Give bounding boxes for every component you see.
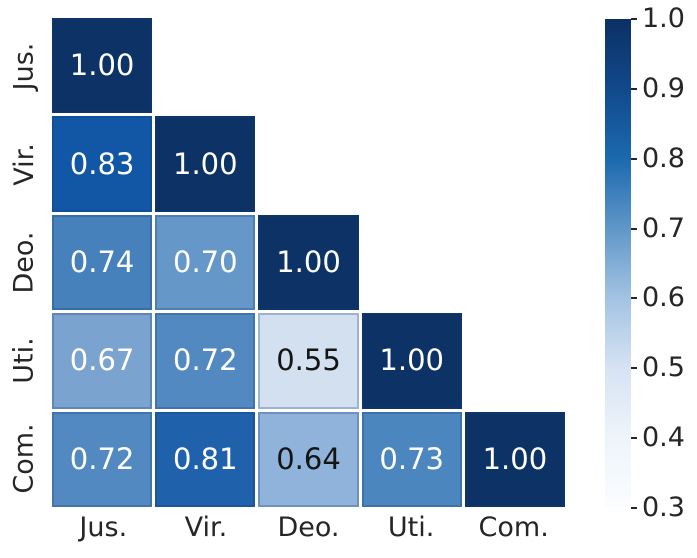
y-tick-label: Deo. bbox=[0, 214, 48, 312]
colorbar-tick-mark bbox=[631, 437, 637, 440]
colorbar-tick-mark bbox=[631, 18, 637, 20]
heatmap-cell: 0.83 bbox=[52, 116, 153, 212]
colorbar-tick-mark bbox=[631, 297, 637, 300]
colorbar-tick-label: 0.8 bbox=[642, 142, 685, 174]
heatmap-cell: 0.55 bbox=[258, 313, 359, 409]
colorbar-tick-label: 0.4 bbox=[642, 422, 685, 454]
y-tick-label: Com. bbox=[0, 409, 48, 507]
x-tick-label: Vir. bbox=[184, 512, 228, 543]
colorbar-tick-label: 1.0 bbox=[642, 2, 685, 34]
colorbar-tick-label: 0.9 bbox=[642, 72, 685, 104]
colorbar-tick-label: 0.5 bbox=[642, 352, 685, 384]
heatmap-cell: 0.72 bbox=[52, 411, 153, 507]
y-tick-label: Jus. bbox=[0, 18, 48, 116]
heatmap-cell: 1.00 bbox=[52, 18, 153, 114]
y-tick-label: Uti. bbox=[0, 311, 48, 409]
colorbar-tick-label: 0.7 bbox=[642, 212, 685, 244]
y-tick-label: Vir. bbox=[0, 116, 48, 214]
colorbar-tick-mark bbox=[631, 367, 637, 370]
y-tick-label-text: Jus. bbox=[8, 43, 40, 91]
heatmap-cell: 1.00 bbox=[464, 411, 565, 507]
colorbar-ticks: 1.0 0.9 0.8 0.7 0.6 0.5 0.4 0.3 bbox=[631, 3, 697, 523]
heatmap-cell: 1.00 bbox=[155, 116, 256, 212]
x-axis-tick-labels: Jus. Vir. Deo. Uti. Com. bbox=[52, 512, 565, 552]
y-tick-label-text: Deo. bbox=[8, 231, 40, 294]
x-tick-label: Uti. bbox=[387, 512, 435, 543]
heatmap-cell: 0.73 bbox=[361, 411, 462, 507]
colorbar-tick-label: 0.3 bbox=[642, 491, 685, 523]
y-tick-label-text: Vir. bbox=[8, 143, 40, 186]
colorbar-tick-mark bbox=[631, 227, 637, 230]
y-tick-label-text: Com. bbox=[8, 422, 40, 494]
heatmap-cell: 0.74 bbox=[52, 214, 153, 311]
heatmap-cell: 0.72 bbox=[155, 313, 256, 409]
colorbar-tick-label: 0.6 bbox=[642, 282, 685, 314]
heatmap-cell: 1.00 bbox=[361, 313, 462, 409]
heatmap-cell: 0.67 bbox=[52, 313, 153, 409]
heatmap-cell: 0.64 bbox=[258, 411, 359, 507]
heatmap-cell: 0.81 bbox=[155, 411, 256, 507]
colorbar-tick-mark bbox=[631, 157, 637, 160]
x-tick-label: Jus. bbox=[79, 512, 128, 543]
x-tick-label: Com. bbox=[478, 512, 549, 543]
colorbar-gradient bbox=[605, 19, 631, 508]
x-tick-label: Deo. bbox=[277, 512, 340, 543]
y-tick-label-text: Uti. bbox=[8, 337, 40, 384]
heatmap-cell: 0.70 bbox=[155, 214, 256, 311]
heatmap-grid: 1.00 0.83 1.00 0.74 0.70 1.00 0.67 0.72 0.55 1.00… bbox=[52, 18, 565, 507]
y-axis-tick-labels: Jus. Vir. Deo. Uti. Com. bbox=[0, 18, 48, 507]
colorbar-tick-mark bbox=[631, 507, 637, 509]
heatmap-cell: 1.00 bbox=[258, 214, 359, 311]
colorbar-tick-mark bbox=[631, 87, 637, 90]
